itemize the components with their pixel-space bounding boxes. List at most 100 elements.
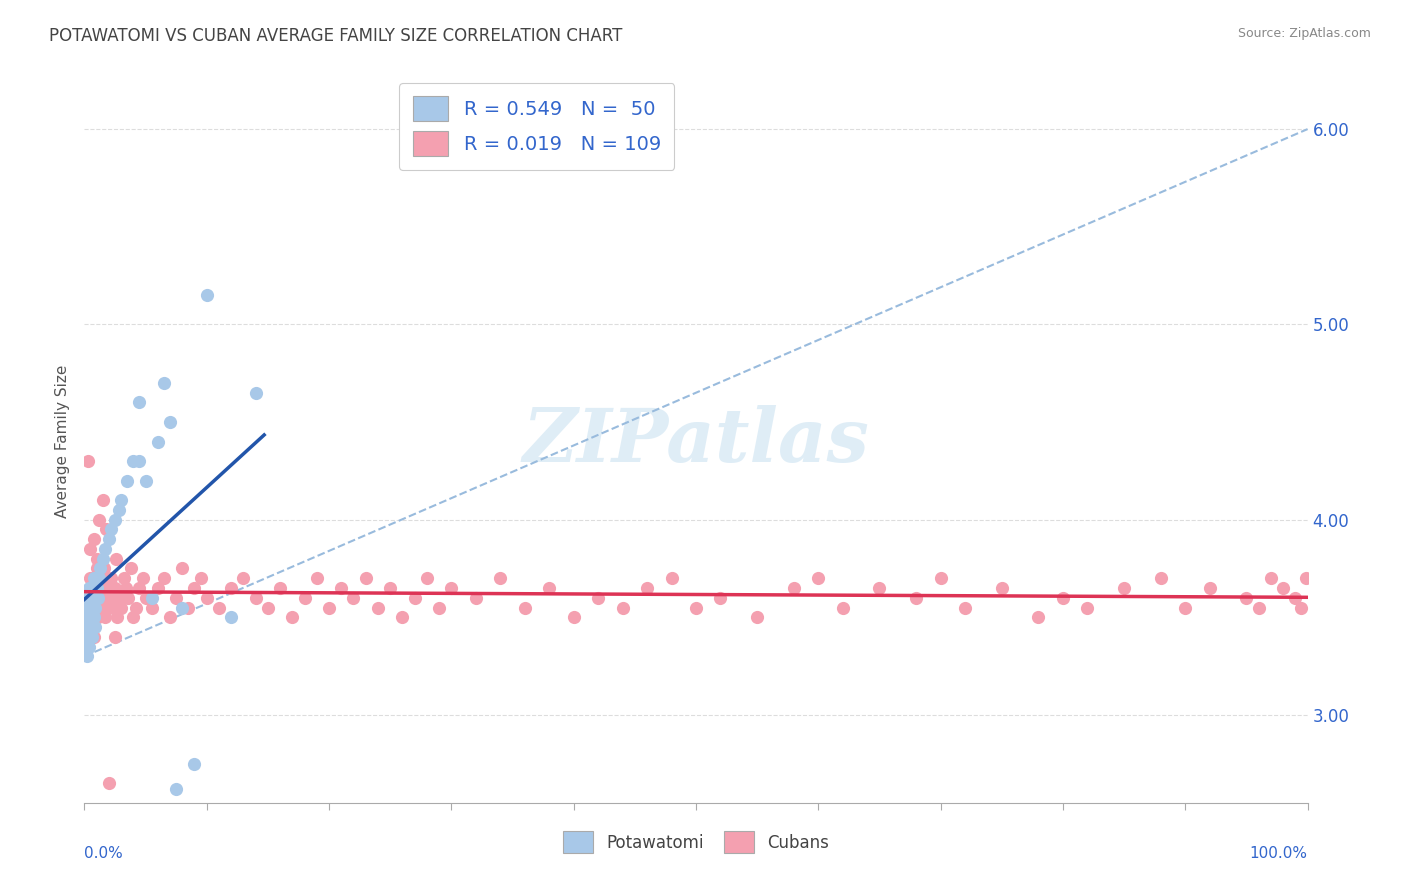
- Point: [104, 581, 127, 595]
- Point: [380, 581, 402, 595]
- Point: [464, 591, 486, 605]
- Point: [305, 571, 328, 585]
- Point: [245, 591, 267, 605]
- Point: [153, 571, 176, 585]
- Point: [128, 581, 150, 595]
- Point: [87, 591, 110, 605]
- Point: [77, 581, 100, 595]
- Point: [831, 600, 853, 615]
- Point: [89, 600, 111, 615]
- Point: [905, 591, 928, 605]
- Point: [354, 571, 377, 585]
- Point: [330, 581, 353, 595]
- Point: [97, 600, 120, 615]
- Point: [89, 561, 111, 575]
- Point: [318, 600, 340, 615]
- Point: [159, 610, 181, 624]
- Point: [80, 610, 103, 624]
- Point: [79, 571, 101, 585]
- Point: [76, 649, 98, 664]
- Point: [489, 571, 512, 585]
- Point: [195, 288, 218, 302]
- Point: [165, 591, 187, 605]
- Point: [77, 640, 100, 654]
- Point: [75, 640, 97, 654]
- Point: [76, 600, 98, 615]
- Point: [82, 591, 104, 605]
- Point: [100, 571, 122, 585]
- Legend: Potawatomi, Cubans: Potawatomi, Cubans: [557, 825, 835, 860]
- Point: [612, 600, 634, 615]
- Point: [80, 610, 103, 624]
- Point: [79, 620, 101, 634]
- Point: [94, 610, 117, 624]
- Point: [132, 571, 155, 585]
- Point: [991, 581, 1014, 595]
- Point: [125, 600, 148, 615]
- Point: [661, 571, 683, 585]
- Point: [1028, 610, 1050, 624]
- Point: [79, 591, 101, 605]
- Point: [172, 600, 194, 615]
- Point: [1174, 600, 1197, 615]
- Point: [709, 591, 731, 605]
- Y-axis label: Average Family Size: Average Family Size: [55, 365, 70, 518]
- Point: [1284, 591, 1306, 605]
- Point: [1114, 581, 1136, 595]
- Point: [77, 454, 100, 468]
- Point: [1052, 591, 1074, 605]
- Point: [105, 610, 128, 624]
- Point: [177, 600, 200, 615]
- Point: [929, 571, 952, 585]
- Point: [77, 591, 100, 605]
- Point: [93, 561, 115, 575]
- Point: [77, 620, 100, 634]
- Point: [87, 610, 110, 624]
- Point: [84, 620, 107, 634]
- Point: [1150, 571, 1173, 585]
- Point: [110, 493, 132, 508]
- Point: [1076, 600, 1098, 615]
- Point: [1247, 600, 1270, 615]
- Point: [190, 571, 212, 585]
- Point: [159, 415, 181, 429]
- Point: [84, 600, 107, 615]
- Point: [77, 610, 100, 624]
- Text: Source: ZipAtlas.com: Source: ZipAtlas.com: [1237, 27, 1371, 40]
- Point: [122, 610, 145, 624]
- Point: [83, 532, 105, 546]
- Point: [1236, 591, 1258, 605]
- Point: [183, 756, 205, 771]
- Point: [90, 571, 112, 585]
- Point: [87, 571, 110, 585]
- Text: 0.0%: 0.0%: [84, 847, 124, 861]
- Point: [1295, 571, 1317, 585]
- Point: [153, 376, 176, 390]
- Point: [87, 513, 110, 527]
- Point: [100, 523, 122, 537]
- Point: [105, 551, 128, 566]
- Point: [86, 551, 108, 566]
- Point: [122, 454, 145, 468]
- Point: [110, 600, 132, 615]
- Point: [416, 571, 439, 585]
- Point: [685, 600, 707, 615]
- Point: [953, 600, 976, 615]
- Point: [82, 600, 104, 615]
- Point: [115, 581, 138, 595]
- Point: [219, 610, 242, 624]
- Point: [636, 581, 658, 595]
- Point: [232, 571, 254, 585]
- Point: [128, 395, 150, 409]
- Point: [146, 581, 169, 595]
- Point: [513, 600, 536, 615]
- Point: [104, 630, 127, 644]
- Point: [112, 571, 135, 585]
- Point: [107, 503, 129, 517]
- Point: [219, 581, 242, 595]
- Point: [183, 581, 205, 595]
- Text: ZIPatlas: ZIPatlas: [523, 405, 869, 478]
- Point: [1260, 571, 1282, 585]
- Point: [208, 600, 231, 615]
- Text: 100.0%: 100.0%: [1250, 847, 1308, 861]
